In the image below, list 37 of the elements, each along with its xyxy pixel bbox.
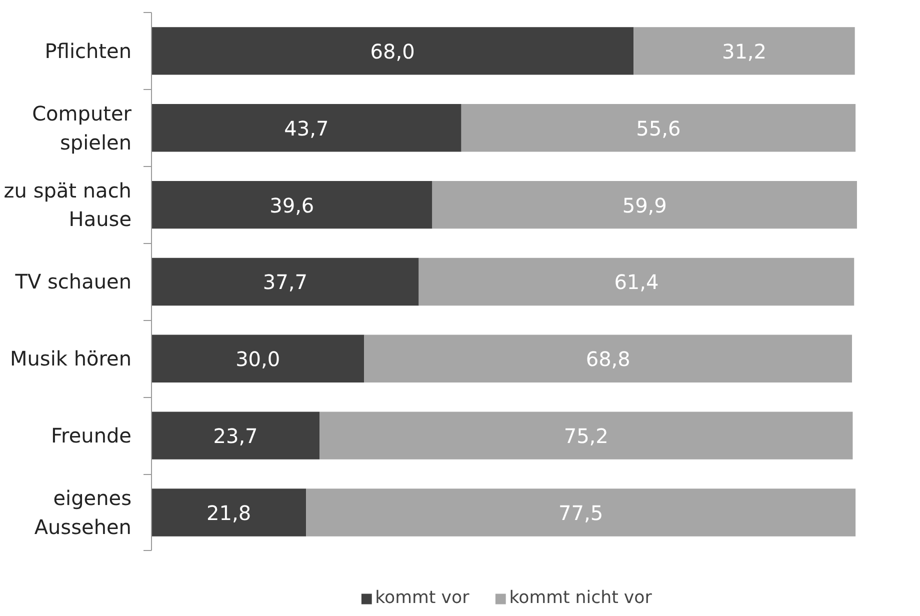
y-tick-label: Computer spielen	[32, 101, 132, 154]
bar	[418, 258, 854, 306]
bar	[152, 104, 462, 152]
bar	[461, 104, 856, 152]
bar	[634, 27, 855, 75]
bar	[306, 488, 856, 536]
bar	[320, 412, 853, 460]
data-label: 75,2	[564, 424, 608, 448]
bar	[364, 334, 852, 382]
y-tick-label: Musik hören	[10, 346, 132, 371]
y-tick-label: TV schauen	[14, 270, 132, 294]
bar	[432, 180, 857, 229]
data-label: 61,4	[614, 270, 659, 294]
bar	[152, 258, 419, 306]
data-label: 77,5	[558, 501, 604, 525]
data-label: 55,6	[636, 116, 681, 140]
data-label: 31,2	[722, 39, 767, 64]
bar	[152, 488, 306, 536]
data-label: 30,0	[236, 347, 280, 372]
bar	[152, 180, 432, 229]
bar	[152, 412, 320, 460]
bar	[152, 27, 634, 75]
data-label: 23,7	[213, 424, 258, 448]
y-tick-label: zu spät nach Hause	[4, 178, 132, 232]
data-label: 39,6	[270, 193, 314, 218]
legend-label: kommt nicht vor	[509, 588, 652, 608]
y-tick-label: Pflichten	[44, 38, 132, 63]
data-label: 37,7	[262, 270, 308, 294]
legend-label: kommt vor	[375, 588, 470, 608]
data-label: 59,9	[622, 193, 667, 218]
bar	[152, 334, 364, 382]
data-label: 68,8	[586, 347, 630, 372]
data-label: 68,0	[370, 39, 415, 64]
y-tick-label: Freunde	[51, 424, 132, 448]
y-tick-label: eigenes Aussehen	[34, 486, 132, 539]
data-label: 43,7	[284, 116, 329, 140]
data-label: 21,8	[206, 501, 252, 525]
